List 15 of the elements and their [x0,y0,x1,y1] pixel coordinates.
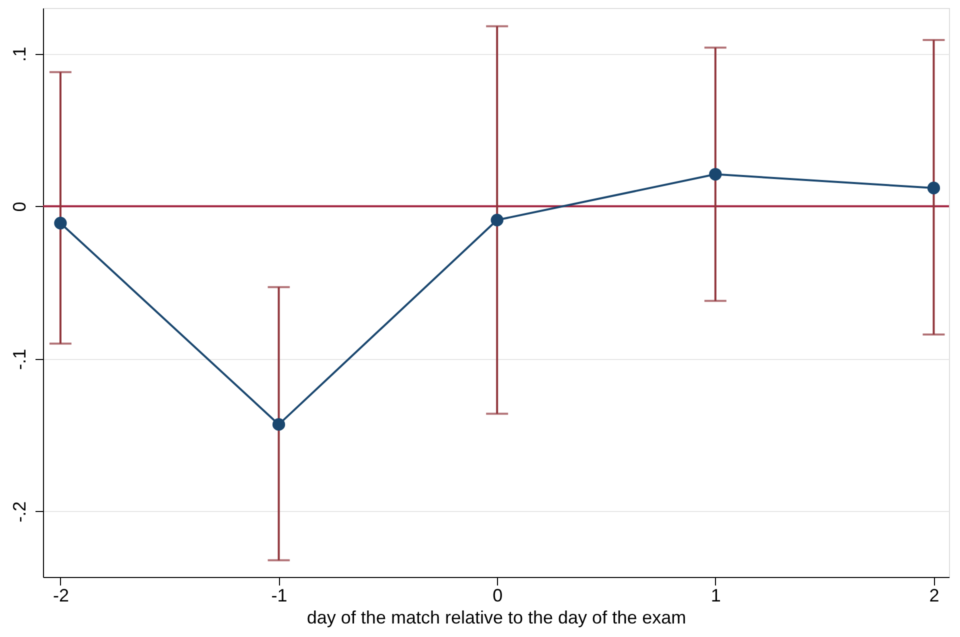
point [709,168,722,181]
point [54,216,67,230]
x-tick-label: -1 [271,586,288,606]
x-tick-label: 2 [929,586,940,606]
point [272,418,286,431]
point [927,182,940,194]
x-tick-label: 1 [710,586,721,606]
y-tick-label: .1 [10,46,30,62]
point [490,214,504,226]
y-tick-label: 0 [10,202,30,212]
x-tick-label: -2 [52,586,69,606]
y-tick-label: -.1 [10,348,30,370]
x-tick-label: 0 [492,586,503,606]
x-axis-title: day of the match relative to the day of the exam [306,608,686,628]
y-tick-label: -.2 [10,501,30,522]
